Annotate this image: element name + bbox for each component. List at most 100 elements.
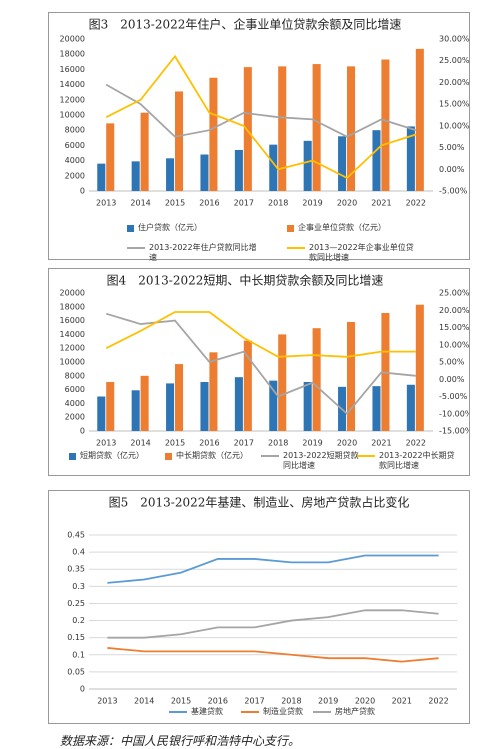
y-tick-label: 0.05 [67, 667, 85, 676]
bar [106, 382, 115, 431]
y-tick-label: 18000 [60, 50, 85, 59]
line-series [105, 312, 416, 416]
x-tick-label: 2013 [96, 439, 116, 448]
y-tick-label: 0 [80, 187, 85, 196]
y-tick-label: 6000 [65, 385, 85, 394]
bar [406, 126, 415, 191]
x-tick-label: 2022 [428, 697, 448, 706]
y-tick-label: 0 [80, 685, 85, 694]
x-tick-label: 2015 [165, 199, 185, 208]
bar [97, 396, 106, 431]
y2-tick-label: 15.00% [439, 100, 469, 109]
y-tick-label: 16000 [60, 65, 85, 74]
source-note: 数据来源：中国人民银行呼和浩特中心支行。 [60, 734, 301, 748]
legend-item: 短期贷款（亿元） [69, 451, 144, 461]
y-tick-label: 0.1 [72, 650, 85, 659]
y-tick-label: 8000 [65, 126, 85, 135]
x-tick-label: 2017 [244, 697, 264, 706]
line-series [107, 647, 439, 663]
legend-label: 制造业贷款 [263, 707, 303, 716]
y-tick-label: 14000 [60, 330, 85, 339]
y2-tick-label: 25.00% [439, 289, 469, 298]
legend-swatch [165, 453, 172, 460]
chart-panel: 图3 2013-2022年住户、企事业单位贷款余额及同比增速 0 2000 4000 6… [48, 12, 470, 263]
y-tick-label: 14000 [60, 80, 85, 89]
y-tick-label: 2000 [65, 171, 85, 180]
y-tick-label: 0 [80, 427, 85, 436]
bar [243, 340, 252, 431]
legend-swatch [287, 225, 294, 232]
bar [347, 321, 356, 431]
legend-item: 制造业贷款 [241, 707, 303, 717]
bar [415, 48, 424, 191]
y-tick-label: 2000 [65, 413, 85, 422]
x-tick-label: 2014 [134, 697, 154, 706]
x-tick-label: 2014 [130, 439, 150, 448]
bar [303, 382, 312, 431]
y-tick-label: 0.35 [67, 565, 85, 574]
legend-swatch [287, 247, 305, 249]
bar [269, 144, 278, 191]
y-tick-label: 0.25 [67, 599, 85, 608]
x-tick-label: 2016 [199, 439, 219, 448]
bar [372, 130, 381, 191]
legend-label: 短期贷款（亿元） [80, 451, 144, 460]
legend-label: 企事业单位贷款（亿元） [298, 223, 386, 232]
chart: 图4 2013-2022短期、中长期贷款余额及同比增速 0 2000 4000 6000… [60, 273, 473, 448]
legend-item: 基建贷款 [169, 707, 223, 717]
y2-tick-label: -5.00% [439, 187, 468, 196]
x-tick-label: 2014 [130, 199, 150, 208]
y2-tick-label: 25.00% [439, 56, 469, 65]
y2-tick-label: 15.00% [439, 323, 469, 332]
bar [278, 334, 287, 431]
y-tick-label: 12000 [60, 344, 85, 353]
y2-tick-label: 20.00% [439, 78, 469, 87]
x-tick-label: 2018 [281, 697, 301, 706]
x-tick-label: 2019 [302, 199, 322, 208]
x-tick-label: 2020 [337, 439, 357, 448]
x-tick-label: 2016 [199, 199, 219, 208]
x-tick-label: 2015 [165, 439, 185, 448]
legend-label: 2013-2022短期贷款同比增速 [283, 451, 359, 470]
x-tick-label: 2021 [392, 697, 412, 706]
x-tick-label: 2015 [171, 697, 191, 706]
bar [209, 77, 218, 191]
bar [312, 328, 321, 431]
x-tick-label: 2013 [97, 697, 117, 706]
chart: 图5 2013-2022年基建、制造业、房地产贷款占比变化 0 0.05 0.1 0.1… [67, 495, 457, 706]
bar [166, 383, 175, 431]
y2-tick-label: 10.00% [439, 121, 469, 130]
legend-swatch [127, 225, 134, 232]
legend-item: 2013-2022短期贷款同比增速 [261, 451, 359, 471]
x-tick-label: 2018 [268, 199, 288, 208]
bar [175, 91, 184, 191]
legend-item: 2013—2022年企事业单位贷款同比增速 [287, 243, 421, 263]
chart-title: 图3 2013-2022年住户、企事业单位贷款余额及同比增速 [89, 17, 402, 32]
y-tick-label: 10000 [60, 111, 85, 120]
y-tick-label: 10000 [60, 358, 85, 367]
y-tick-label: 20000 [60, 35, 85, 44]
x-tick-label: 2022 [406, 439, 426, 448]
legend-item: 中长期贷款（亿元） [165, 451, 248, 461]
y-tick-label: 0.15 [67, 633, 85, 642]
legend-label: 2013-2022中长期贷款同比增速 [379, 451, 455, 470]
x-tick-label: 2020 [355, 697, 375, 706]
bar [381, 59, 390, 191]
bar [278, 66, 287, 191]
legend-swatch [241, 711, 259, 713]
bar [312, 64, 321, 191]
chart-panel: 图4 2013-2022短期、中长期贷款余额及同比增速 0 2000 4000 6000… [48, 268, 473, 476]
y-tick-label: 6000 [65, 141, 85, 150]
legend-label: 中长期贷款（亿元） [176, 451, 248, 460]
x-tick-label: 2018 [268, 439, 288, 448]
bar [372, 386, 381, 431]
chart-title: 图4 2013-2022短期、中长期贷款余额及同比增速 [107, 273, 384, 288]
legend-label: 房地产贷款 [335, 707, 375, 716]
bar [131, 390, 140, 431]
y-tick-label: 20000 [60, 289, 85, 298]
chart: 图3 2013-2022年住户、企事业单位贷款余额及同比增速 0 2000 4000 6… [60, 17, 470, 208]
y2-tick-label: 10.00% [439, 340, 469, 349]
y2-tick-label: 0.00% [439, 375, 465, 384]
bar [97, 163, 106, 191]
y-tick-label: 16000 [60, 316, 85, 325]
